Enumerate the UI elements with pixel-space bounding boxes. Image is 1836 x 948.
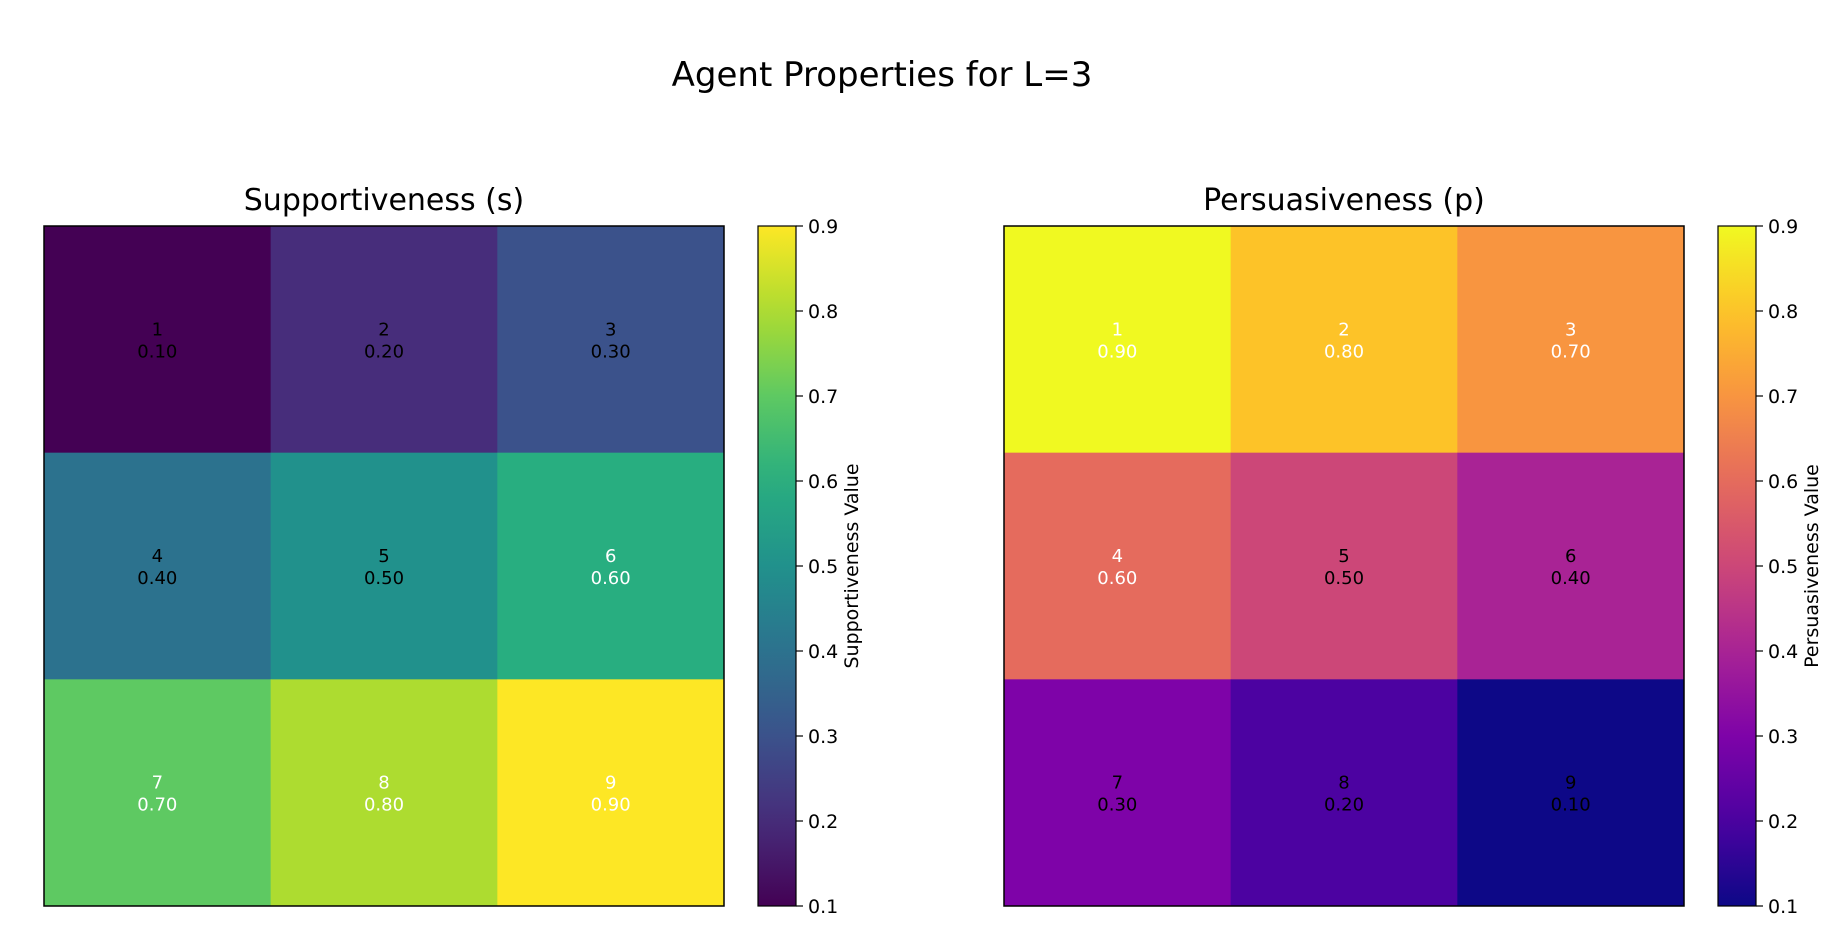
colorbar [1718,226,1756,906]
cell-id-label: 8 [1338,773,1349,794]
cell-id-label: 7 [152,773,163,794]
colorbar-label: Persuasiveness Value [1801,464,1823,668]
colorbar-tick-label: 0.3 [808,726,838,748]
cell-value-label: 0.50 [364,568,404,589]
heatmap-cell-5 [270,452,498,680]
colorbar-tick-label: 0.7 [1768,386,1798,408]
cell-value-label: 0.20 [364,341,404,362]
cell-value-label: 0.40 [137,568,177,589]
cell-id-label: 4 [1112,546,1123,567]
colorbar-tick-label: 0.7 [808,386,838,408]
colorbar-tick-label: 0.4 [808,641,838,663]
cell-id-label: 3 [1565,319,1576,340]
cell-value-label: 0.90 [1097,341,1137,362]
colorbar-tick-label: 0.8 [808,301,838,323]
colorbar-tick-label: 0.9 [1768,216,1798,238]
heatmap-cell-2 [270,226,498,454]
cell-id-label: 1 [152,319,163,340]
cell-value-label: 0.40 [1551,568,1591,589]
heatmap-panels: Supportiveness (s)10.1020.2030.3040.4050… [43,183,1823,918]
cell-value-label: 0.10 [137,341,177,362]
heatmap-cell-8 [1230,679,1458,907]
figure-title: Agent Properties for L=3 [672,55,1093,95]
cell-value-label: 0.80 [364,795,404,816]
colorbar-tick-label: 0.9 [808,216,838,238]
colorbar-tick-label: 0.4 [1768,641,1798,663]
cell-value-label: 0.70 [137,795,177,816]
cell-value-label: 0.50 [1324,568,1364,589]
heatmap-cell-9 [497,679,725,907]
panel-title: Supportiveness (s) [244,183,524,218]
cell-id-label: 6 [1565,546,1576,567]
cell-id-label: 9 [1565,773,1576,794]
cell-id-label: 5 [378,546,389,567]
heatmap-panel-2: Persuasiveness (p)10.9020.8030.7040.6050… [1003,183,1823,918]
heatmap-cell-3 [497,226,725,454]
cell-id-label: 1 [1112,319,1123,340]
colorbar-tick-label: 0.5 [808,556,838,578]
colorbar-tick-label: 0.1 [1768,896,1798,918]
heatmap-cell-4 [1004,452,1232,680]
colorbar-label: Supportiveness Value [841,463,863,668]
heatmap-panel-1: Supportiveness (s)10.1020.2030.3040.4050… [43,183,863,918]
colorbar-tick-label: 0.8 [1768,301,1798,323]
colorbar-tick-label: 0.3 [1768,726,1798,748]
cell-id-label: 9 [605,773,616,794]
heatmap-cell-1 [1004,226,1232,454]
heatmap-cell-7 [44,679,272,907]
cell-id-label: 7 [1112,773,1123,794]
cell-value-label: 0.80 [1324,341,1364,362]
colorbar-tick-label: 0.2 [1768,811,1798,833]
colorbar-tick-label: 0.1 [808,896,838,918]
heatmap-cell-9 [1457,679,1685,907]
cell-value-label: 0.30 [1097,795,1137,816]
cell-value-label: 0.20 [1324,795,1364,816]
colorbar-tick-label: 0.2 [808,811,838,833]
cell-value-label: 0.90 [591,795,631,816]
cell-value-label: 0.30 [591,341,631,362]
cell-id-label: 2 [378,319,389,340]
colorbar-tick-label: 0.6 [808,471,838,493]
cell-id-label: 6 [605,546,616,567]
heatmap-cell-2 [1230,226,1458,454]
cell-value-label: 0.10 [1551,795,1591,816]
cell-id-label: 5 [1338,546,1349,567]
panel-title: Persuasiveness (p) [1203,183,1485,218]
heatmap-cell-1 [44,226,272,454]
cell-id-label: 4 [152,546,163,567]
axes-frame [43,225,725,907]
cell-value-label: 0.60 [591,568,631,589]
heatmap-cell-7 [1004,679,1232,907]
colorbar-tick-label: 0.5 [1768,556,1798,578]
heatmap-cell-6 [497,452,725,680]
cell-value-label: 0.60 [1097,568,1137,589]
heatmap-cell-6 [1457,452,1685,680]
heatmap-cell-5 [1230,452,1458,680]
heatmap-cell-3 [1457,226,1685,454]
cell-id-label: 3 [605,319,616,340]
heatmap-cell-4 [44,452,272,680]
cell-id-label: 8 [378,773,389,794]
cell-value-label: 0.70 [1551,341,1591,362]
axes-frame [1003,225,1685,907]
cell-id-label: 2 [1338,319,1349,340]
heatmap-cell-8 [270,679,498,907]
colorbar-tick-label: 0.6 [1768,471,1798,493]
colorbar [758,226,796,906]
